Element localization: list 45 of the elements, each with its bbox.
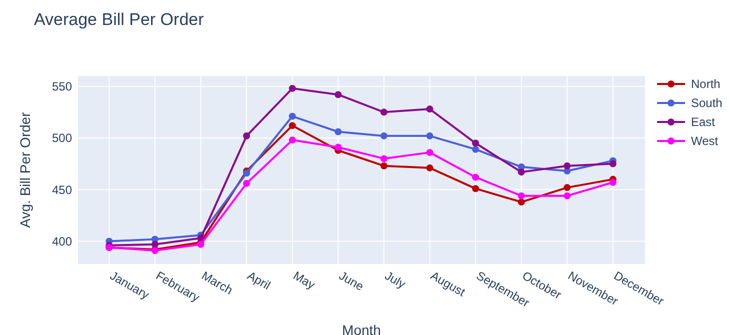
point	[472, 174, 480, 181]
point	[380, 155, 388, 162]
point	[426, 106, 434, 113]
point	[426, 164, 434, 172]
point	[426, 132, 434, 140]
point	[472, 146, 480, 153]
point	[151, 240, 158, 248]
point	[518, 168, 525, 176]
point	[288, 136, 296, 144]
point	[334, 144, 342, 151]
point	[243, 180, 250, 187]
point	[334, 128, 342, 136]
point	[288, 112, 296, 120]
point	[564, 192, 571, 200]
point	[564, 162, 571, 170]
y-tick-label: 550	[52, 80, 72, 94]
x-tick-label: July	[382, 268, 408, 292]
point	[380, 108, 388, 116]
point	[426, 148, 434, 156]
legend-label: South	[691, 96, 722, 110]
point	[518, 198, 525, 206]
point	[380, 162, 388, 170]
x-tick-label: May	[290, 268, 318, 292]
point	[609, 178, 616, 186]
point	[609, 160, 616, 168]
point	[288, 122, 296, 130]
y-tick-label: 500	[52, 131, 72, 146]
chart-title: Average Bill Per Order	[34, 10, 204, 29]
x-axis-title: Month	[342, 322, 381, 335]
legend-label: West	[691, 134, 719, 148]
point	[334, 91, 342, 98]
y-tick-label: 400	[52, 234, 72, 248]
x-tick-label: April	[245, 268, 273, 293]
legend-label: North	[691, 77, 720, 92]
point	[518, 192, 525, 200]
point	[564, 184, 571, 192]
point	[472, 185, 480, 192]
y-axis-title: Avg. Bill Per Order	[17, 112, 33, 228]
point	[288, 84, 296, 92]
y-tick-label: 450	[52, 182, 72, 197]
legend-label: East	[691, 115, 716, 130]
point	[243, 132, 250, 140]
x-tick-label: June	[336, 268, 366, 294]
point	[380, 132, 388, 140]
point	[472, 140, 480, 147]
